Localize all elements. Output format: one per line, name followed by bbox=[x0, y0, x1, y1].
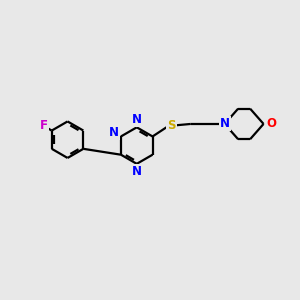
Text: N: N bbox=[132, 165, 142, 178]
Text: N: N bbox=[132, 113, 142, 126]
Text: O: O bbox=[267, 117, 277, 130]
Text: N: N bbox=[220, 117, 230, 130]
Text: S: S bbox=[167, 119, 176, 132]
Text: F: F bbox=[40, 119, 48, 132]
Text: N: N bbox=[109, 126, 119, 139]
